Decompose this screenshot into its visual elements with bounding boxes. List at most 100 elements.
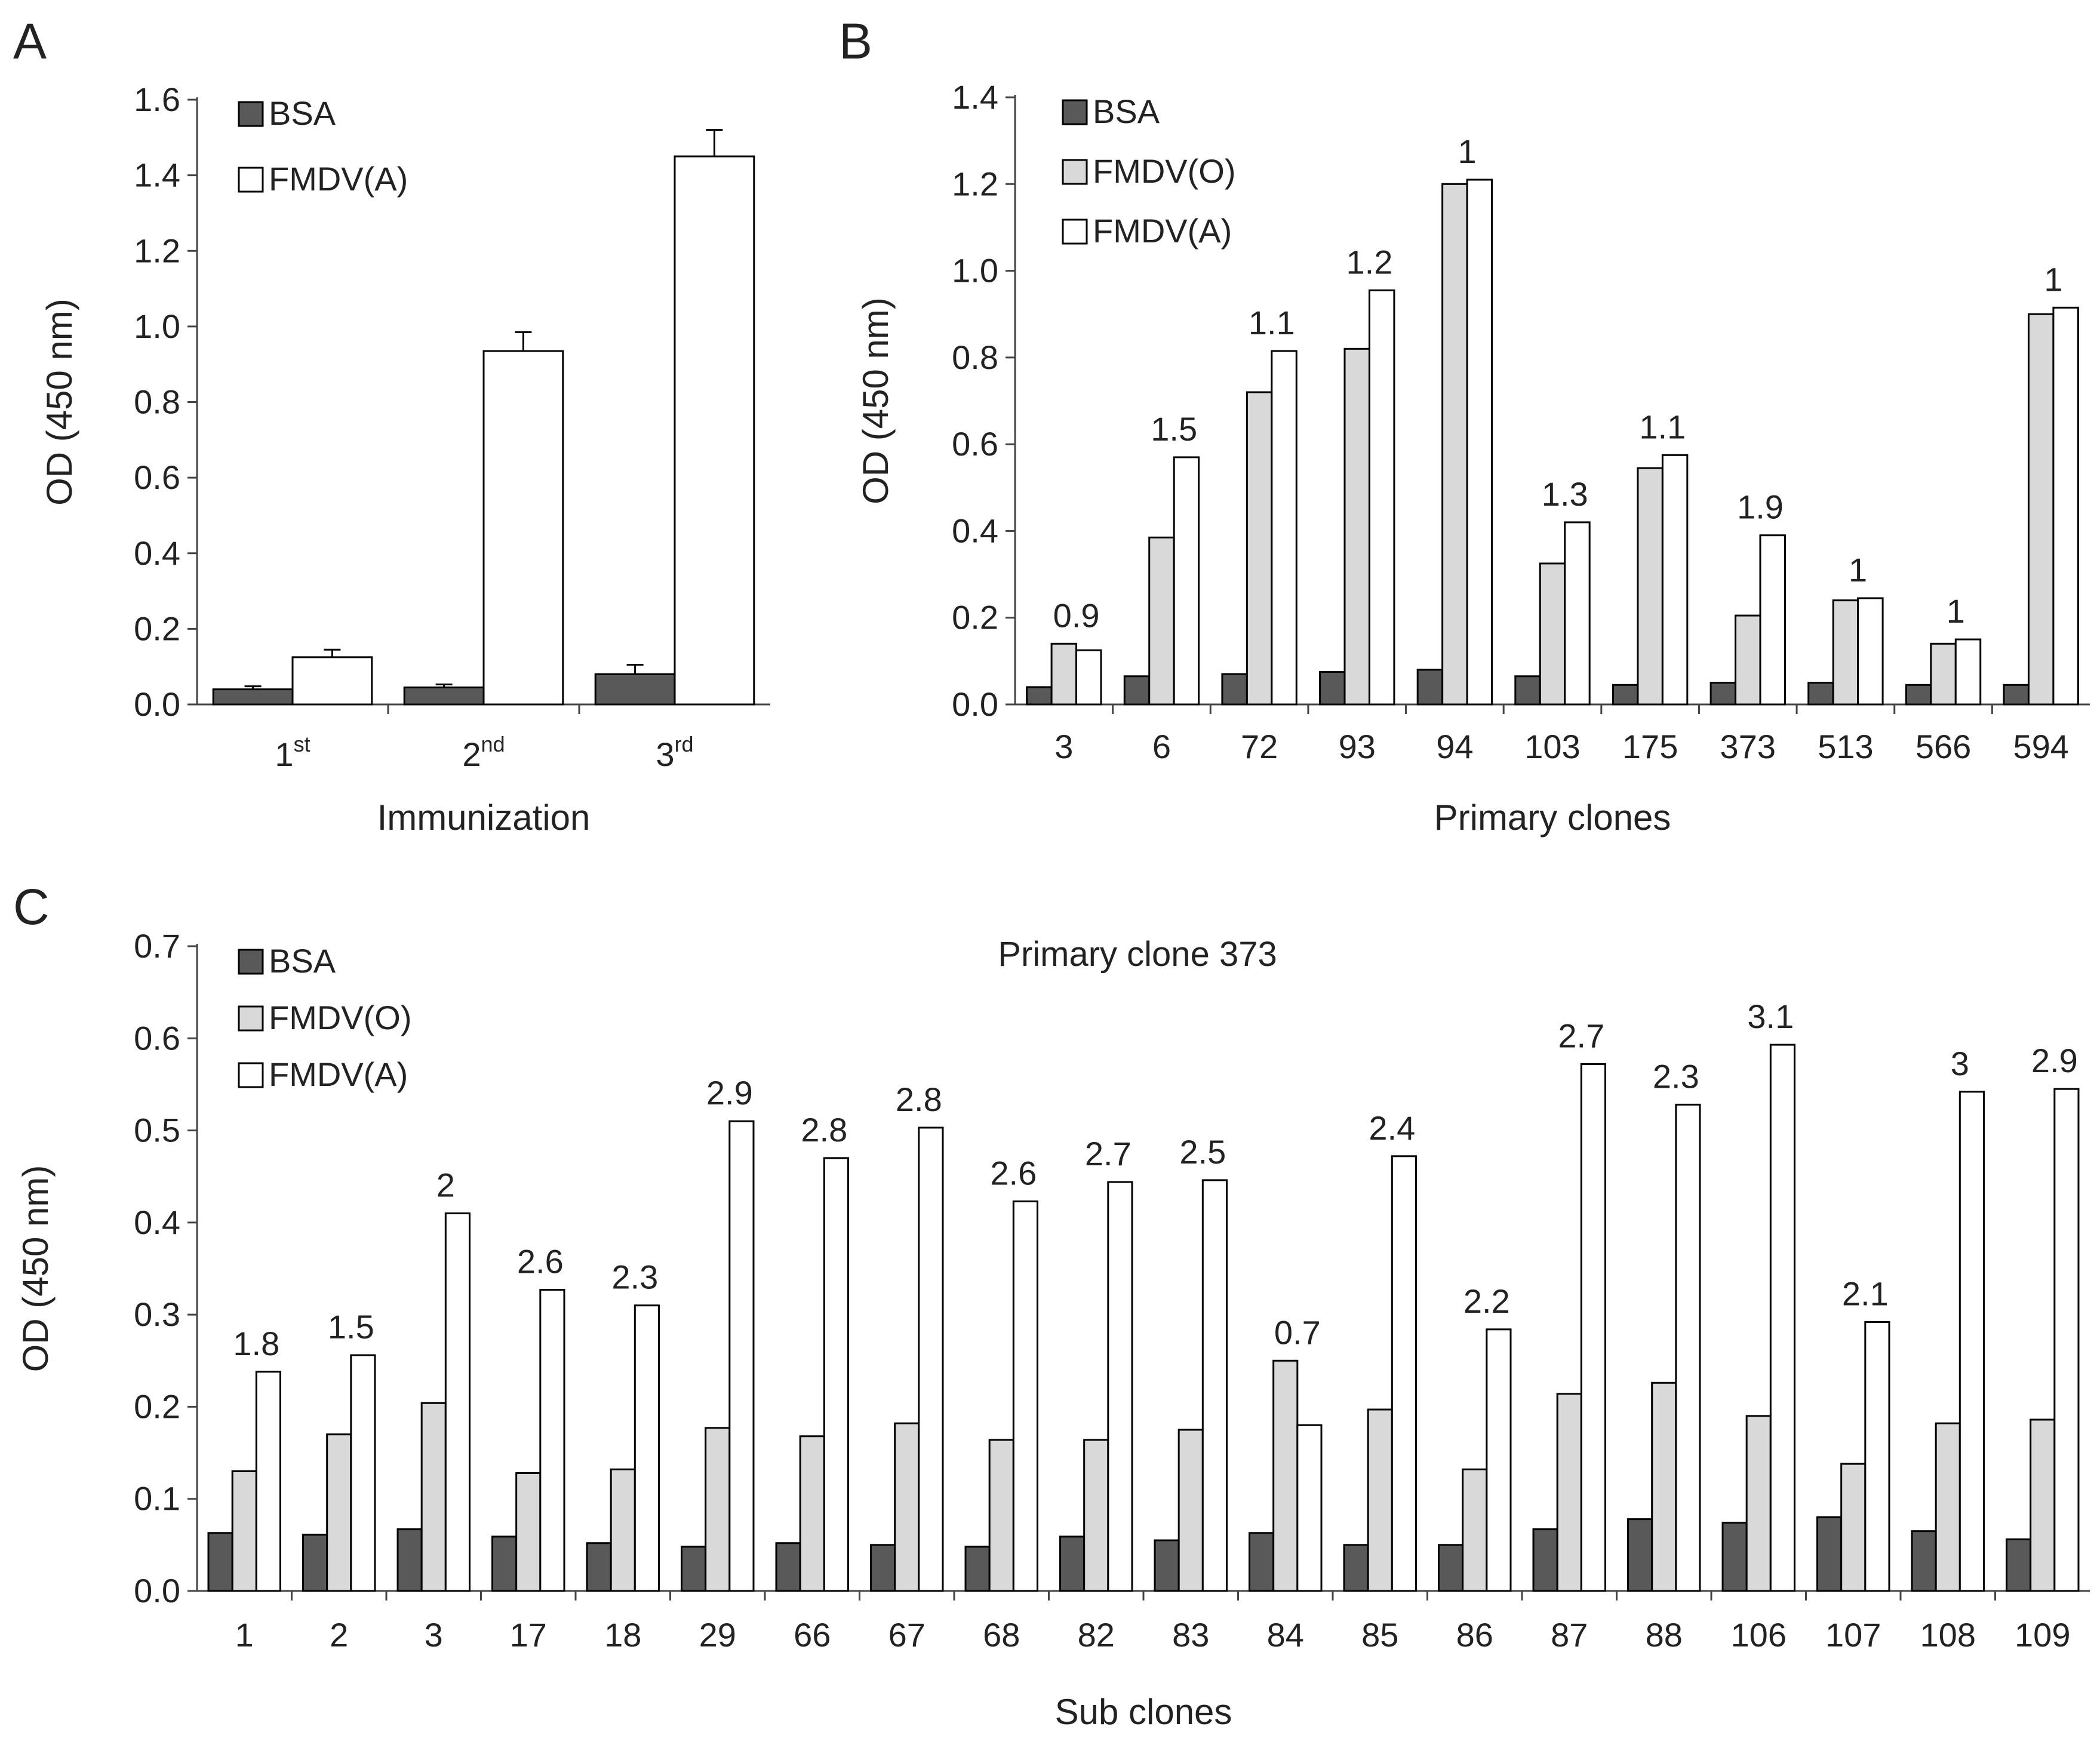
panel-c-x-tick-label: 3 xyxy=(425,1616,443,1654)
panel-c-letter: C xyxy=(13,879,50,935)
panel-c-bar-fmdv-a xyxy=(1012,1200,1038,1592)
panel-c-ratio-label: 3.1 xyxy=(1747,998,1794,1035)
panel-b-y-axis-title: OD (450 nm) xyxy=(856,297,896,504)
panel-c-ratio-label: 1.5 xyxy=(328,1308,374,1346)
panel-c-bar-fmdv-a xyxy=(1769,1044,1795,1592)
panel-a-y-tick-label: 0.8 xyxy=(134,383,180,421)
panel-c-bar-fmdv-a xyxy=(1486,1328,1512,1592)
panel-c-ratio-label: 2.6 xyxy=(517,1242,564,1280)
panel-c-bar-fmdv-o xyxy=(1745,1415,1772,1592)
panel-c-bar-bsa xyxy=(1627,1518,1653,1592)
panel-b-bar-bsa xyxy=(2003,684,2030,706)
panel-c-bar-bsa xyxy=(1059,1535,1086,1592)
panel-c-bar-fmdv-o xyxy=(515,1472,542,1592)
panel-c-legend-label-fmdv-a: FMDV(A) xyxy=(269,1055,408,1093)
panel-c-bar-fmdv-o xyxy=(1083,1439,1109,1592)
panel-c-x-tick-label: 18 xyxy=(604,1616,641,1654)
panel-c-bar-fmdv-o xyxy=(1840,1463,1867,1592)
panel-c-x-tick-label: 106 xyxy=(1731,1616,1787,1654)
panel-a-x-tick-sup: nd xyxy=(481,732,505,756)
panel-b-x-tick-label: 373 xyxy=(1720,728,1776,765)
panel-c-legend-swatch-fmdv-a xyxy=(238,1062,264,1088)
panel-c-ratio-label: 2.9 xyxy=(706,1074,753,1112)
panel-c-bar-bsa xyxy=(491,1535,518,1592)
panel-c-bar-fmdv-a xyxy=(1296,1424,1323,1592)
panel-a-y-tick-label: 1.4 xyxy=(134,156,180,194)
panel-c-bar-fmdv-a xyxy=(918,1126,944,1592)
panel-b: B 0.0 0.2 0.4 0.6 0.8 1.0 1.2 1.4 OD (450 nm) Pri… xyxy=(839,13,2090,838)
panel-a-letter: A xyxy=(13,13,47,69)
panel-c-bar-bsa xyxy=(396,1528,423,1592)
panel-c-bar-fmdv-o xyxy=(1462,1468,1488,1592)
panel-c-y-tick-label: 0.2 xyxy=(134,1387,180,1425)
panel-b-ratio-label: 1 xyxy=(1849,551,1867,589)
panel-b-x-tick-label: 93 xyxy=(1339,728,1376,765)
panel-b-x-axis-title: Primary clones xyxy=(1434,798,1671,838)
panel-c-ratio-label: 2.3 xyxy=(611,1258,658,1296)
panel-c-bar-fmdv-a xyxy=(1201,1179,1228,1592)
panel-c-bar-bsa xyxy=(1154,1539,1180,1592)
panel-a-x-tick-label: 3rd xyxy=(656,732,693,773)
panel-b-ratio-label: 1.5 xyxy=(1151,410,1197,448)
panel-c-legend-swatch-bsa xyxy=(238,949,264,975)
panel-c-bar-fmdv-o xyxy=(1272,1359,1299,1592)
panel-c-bar-fmdv-o xyxy=(988,1439,1014,1592)
panel-c-x-tick-label: 83 xyxy=(1172,1616,1209,1654)
panel-c-bar-bsa xyxy=(1438,1544,1464,1592)
panel-c-bar-bsa xyxy=(1532,1528,1558,1592)
panel-b-ratio-label: 1.2 xyxy=(1346,243,1393,281)
panel-b-bar-fmdv-a xyxy=(1271,350,1297,706)
panel-c-ratio-label: 3 xyxy=(1951,1045,1969,1082)
panel-a-x-tick-label: 2nd xyxy=(462,732,505,773)
panel-c-y-tick-label: 0.4 xyxy=(134,1204,180,1241)
panel-b-x-tick-label: 513 xyxy=(1818,728,1873,765)
panel-c-x-tick-label: 87 xyxy=(1551,1616,1588,1654)
panel-b-bar-bsa xyxy=(1319,671,1346,706)
panel-a-bar-bsa xyxy=(403,687,485,706)
panel-a-x-axis-title: Immunization xyxy=(377,798,591,838)
panel-c-bar-bsa xyxy=(1816,1516,1843,1592)
panel-c-bar-fmdv-o xyxy=(610,1468,636,1592)
panel-c-x-tick-label: 108 xyxy=(1920,1616,1976,1654)
panel-b-bar-fmdv-o xyxy=(1148,536,1175,706)
panel-c-bar-bsa xyxy=(1721,1522,1748,1592)
panel-c-bar-bsa xyxy=(302,1534,328,1592)
panel-c-x-tick-label: 109 xyxy=(2015,1616,2070,1654)
panel-c-chart-title: Primary clone 373 xyxy=(998,935,1277,974)
panel-c-y-tick-label: 0.7 xyxy=(134,927,180,965)
panel-c-legend-label-bsa: BSA xyxy=(269,942,336,980)
panel-c-x-tick-label: 67 xyxy=(888,1616,926,1654)
panel-c-bar-fmdv-a xyxy=(823,1157,849,1592)
panel-c-ratio-label: 2.2 xyxy=(1463,1282,1510,1320)
panel-c-x-tick-label: 86 xyxy=(1456,1616,1493,1654)
panel-c-ratio-label: 2.6 xyxy=(990,1154,1037,1192)
panel-c-legend-swatch-fmdv-o xyxy=(238,1005,264,1032)
panel-a-x-tick-base: 2 xyxy=(462,735,481,773)
panel-c-x-tick-label: 17 xyxy=(510,1616,547,1654)
panel-c-ratio-label: 2.5 xyxy=(1179,1133,1226,1171)
panel-c-bar-fmdv-a xyxy=(1580,1063,1606,1592)
panel-b-ratio-label: 1.1 xyxy=(1249,304,1295,341)
panel-c-bar-bsa xyxy=(2006,1538,2032,1592)
panel-b-x-tick-label: 594 xyxy=(2013,728,2068,765)
panel-b-ratio-label: 1.3 xyxy=(1542,475,1588,513)
panel-b-bar-fmdv-a xyxy=(1466,178,1493,706)
panel-b-bar-fmdv-o xyxy=(1637,467,1664,706)
panel-b-bar-fmdv-o xyxy=(1050,642,1078,706)
panel-b-x-tick-label: 6 xyxy=(1152,728,1171,765)
panel-a-y-axis-title: OD (450 nm) xyxy=(39,298,79,506)
panel-b-bar-fmdv-a xyxy=(1759,534,1786,706)
panel-b-bar-bsa xyxy=(1612,684,1639,706)
panel-b-bar-fmdv-o xyxy=(1441,183,1468,706)
panel-c-y-tick-label: 0.6 xyxy=(134,1019,180,1057)
panel-b-y-tick-label: 0.2 xyxy=(952,599,998,636)
panel-a-y-tick-label: 0.0 xyxy=(134,685,180,723)
panel-a-x-tick-sup: rd xyxy=(675,732,694,756)
panel-c-ratio-label: 2.4 xyxy=(1369,1109,1415,1147)
panel-b-y-tick-label: 0.4 xyxy=(952,512,998,549)
panel-c-bar-fmdv-o xyxy=(1935,1422,1961,1592)
panel-c-bar-fmdv-o xyxy=(799,1435,825,1592)
panel-b-bar-fmdv-a xyxy=(1075,649,1102,706)
panel-b-bar-bsa xyxy=(1416,669,1444,706)
panel-a-bar-fmdv-a xyxy=(291,656,373,706)
